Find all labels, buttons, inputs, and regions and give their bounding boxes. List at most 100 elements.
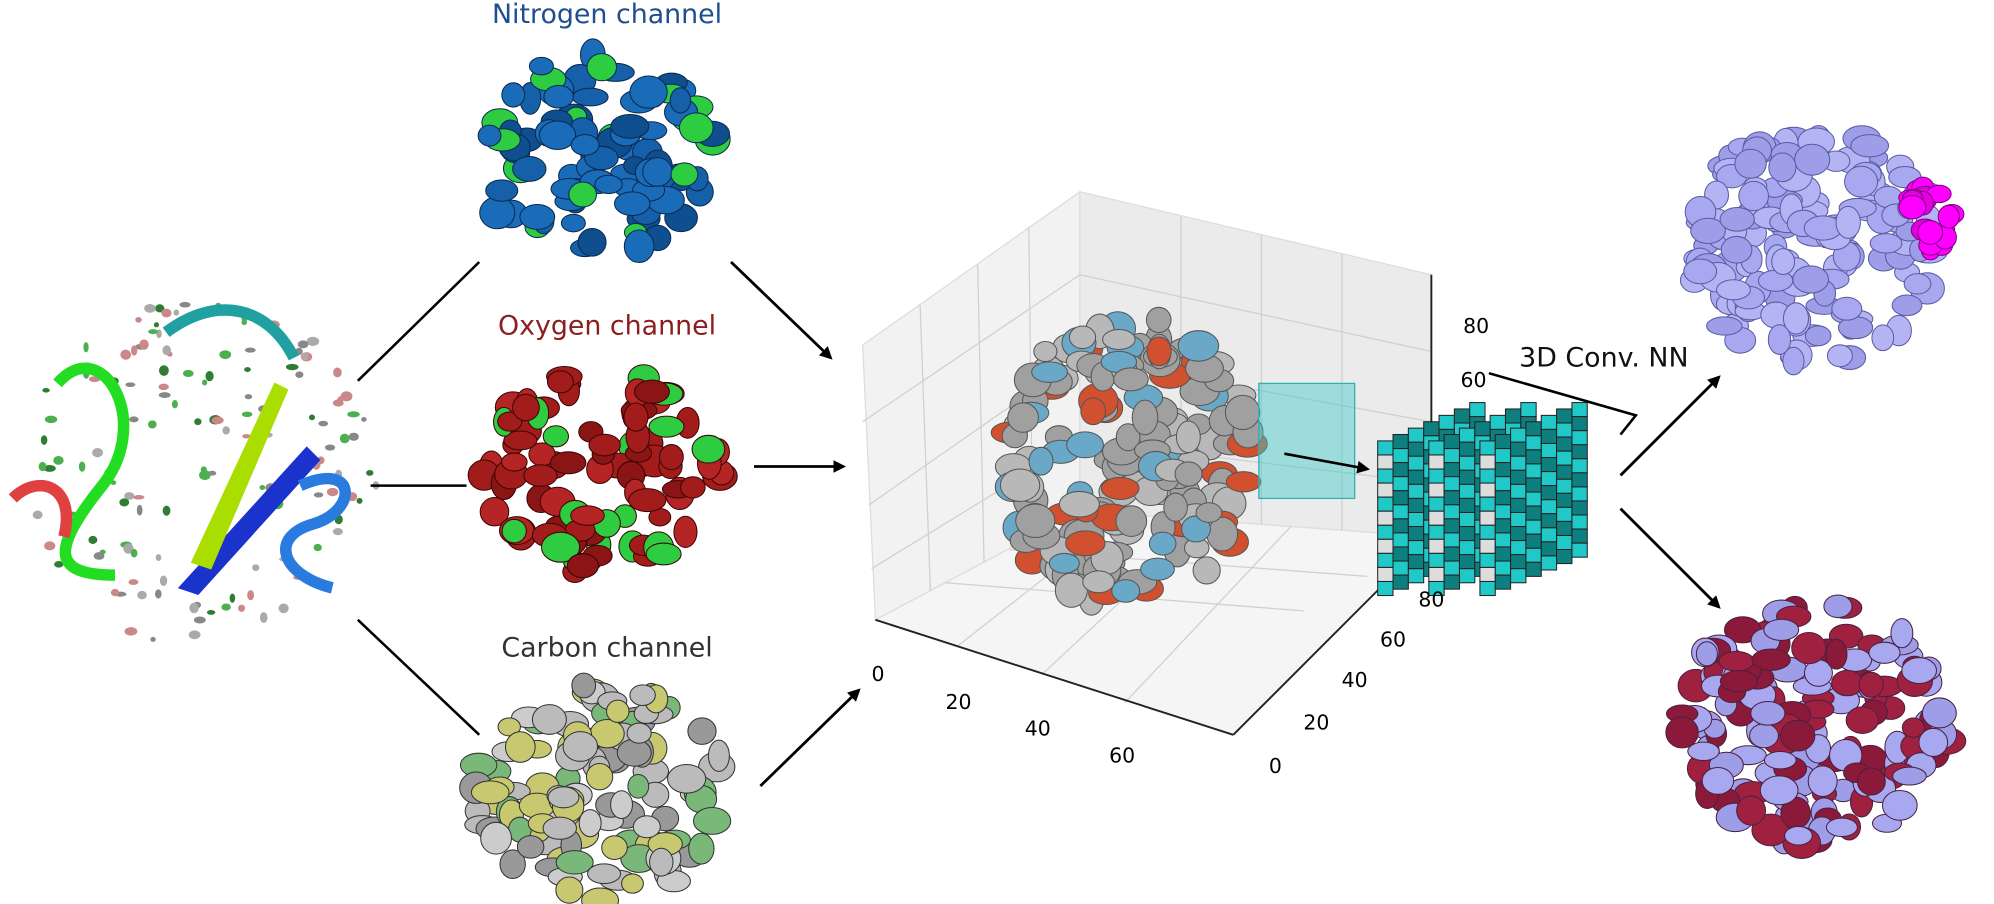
receptive-field (1258, 382, 1356, 500)
arrow (730, 260, 833, 360)
conv-cell (1392, 490, 1409, 506)
conv-cell (1458, 554, 1476, 570)
atom (629, 684, 656, 706)
atom (285, 363, 299, 371)
conv-cell (1571, 528, 1588, 544)
conv-cell (1392, 574, 1409, 590)
atom (1111, 579, 1141, 603)
conv-cell (1458, 540, 1476, 556)
atom (571, 672, 597, 699)
oxygen-protein (467, 364, 738, 584)
conv-cell (1571, 416, 1588, 432)
conv-cell (1392, 546, 1409, 562)
atom (53, 455, 64, 465)
atom (158, 392, 171, 399)
conv-cell (1479, 538, 1496, 554)
conv-cell (1377, 454, 1394, 470)
ribbon (190, 382, 289, 570)
atom (692, 806, 732, 835)
atom (588, 433, 621, 457)
arrow (1619, 375, 1721, 477)
atom (123, 543, 134, 554)
conv-cell (1458, 483, 1476, 499)
atom (1080, 397, 1107, 426)
atom (182, 369, 194, 377)
atom (278, 603, 289, 614)
conv-cell (1571, 430, 1588, 446)
atom (1763, 750, 1797, 770)
atom (171, 399, 178, 409)
conv-cell (1479, 482, 1496, 498)
conv-cell (1479, 468, 1496, 484)
atom (1720, 235, 1753, 264)
atom (999, 468, 1041, 502)
conv-cell (1428, 510, 1445, 526)
atom (1825, 817, 1858, 838)
conv-cell (1443, 490, 1460, 506)
atom (162, 505, 171, 516)
atom (1701, 766, 1735, 795)
atom (222, 426, 230, 435)
conv-cell (1540, 428, 1558, 444)
atom (687, 717, 717, 745)
conv-cell (1540, 414, 1558, 430)
atom (193, 616, 206, 624)
atom (1225, 471, 1262, 493)
atom (1831, 669, 1864, 697)
atom (633, 379, 670, 404)
conv-cell (1494, 476, 1512, 492)
conv-cell (1479, 566, 1496, 583)
atom (497, 717, 521, 737)
conv-cell (1377, 566, 1394, 583)
conv-cell (1525, 519, 1542, 535)
x-tick-label: 40 (1025, 717, 1051, 741)
atom (32, 510, 43, 520)
atom (1145, 306, 1172, 334)
conv-cell (1392, 476, 1409, 492)
atom (128, 579, 139, 586)
atom (150, 636, 156, 642)
atom (707, 739, 730, 772)
connector (356, 618, 481, 736)
atom (1054, 572, 1088, 608)
conv-cell (1540, 442, 1558, 459)
atom (501, 452, 528, 472)
atom (130, 548, 138, 558)
atom (332, 528, 343, 536)
atom (124, 627, 138, 636)
atom (555, 876, 584, 904)
atom (1749, 723, 1779, 749)
atom (679, 476, 706, 499)
atom (1794, 143, 1831, 176)
conv-cell (1407, 455, 1425, 471)
ribbon (53, 362, 130, 581)
conv-cell (1556, 492, 1573, 508)
conv-cell (1494, 448, 1512, 464)
conv-cell (1494, 462, 1512, 478)
conv-cell (1479, 440, 1496, 456)
atom (229, 593, 236, 603)
atom (1937, 204, 1960, 229)
atom (153, 322, 160, 328)
atom (1917, 219, 1944, 245)
conv-cell (1443, 546, 1460, 562)
atom (503, 430, 538, 451)
atom (1738, 180, 1770, 212)
atom (1869, 233, 1903, 254)
conv-cell (1510, 554, 1527, 570)
surface-bottom (1665, 594, 1967, 859)
conv-cell (1377, 524, 1394, 540)
network-label: 3D Conv. NN (1519, 343, 1688, 374)
conv-cell (1377, 496, 1394, 512)
atom (1807, 765, 1838, 798)
atom (211, 416, 224, 425)
atom (44, 541, 56, 551)
atom (645, 542, 682, 566)
oxygen-label: Oxygen channel (498, 311, 716, 342)
conv-cell (1510, 526, 1527, 542)
arrow (759, 688, 861, 787)
atom (581, 887, 620, 904)
conv-cell (1510, 455, 1527, 471)
x-tick-label: 0 (871, 662, 884, 686)
atom (110, 588, 120, 597)
